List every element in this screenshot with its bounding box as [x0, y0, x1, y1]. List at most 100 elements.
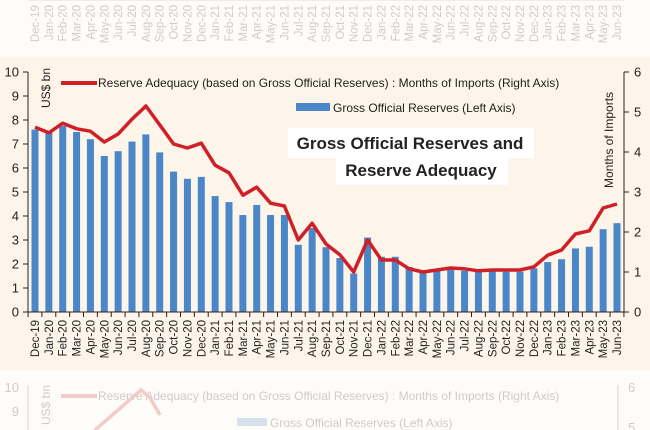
- bar-Apr-22: [419, 271, 427, 312]
- chart-title-line-1: Gross Official Reserves and: [297, 134, 524, 153]
- bar-Jun-22: [447, 268, 455, 312]
- x-label-Feb-21: Feb-21: [224, 320, 236, 356]
- x-label-Aug-20: Aug-20: [141, 320, 153, 357]
- faded-x-label-Apr-22: Apr-22: [418, 5, 430, 40]
- left-tick-label-1: 1: [12, 281, 19, 296]
- x-label-Apr-20: Apr-20: [85, 320, 97, 355]
- faded-x-label-Apr-20: Apr-20: [85, 5, 97, 40]
- bar-Dec-21: [364, 237, 372, 312]
- left-tick-label-6: 6: [12, 161, 19, 176]
- right-axis-label: Months of Imports: [602, 92, 616, 188]
- bar-May-22: [433, 270, 441, 312]
- x-label-Mar-22: Mar-22: [404, 320, 416, 356]
- bar-Jan-21: [211, 196, 219, 312]
- x-label-Mar-23: Mar-23: [570, 320, 582, 356]
- faded-x-label-Oct-20: Oct-20: [169, 5, 181, 40]
- faded-x-label-Apr-21: Apr-21: [252, 5, 264, 40]
- faded-x-label-Nov-20: Nov-20: [182, 5, 194, 42]
- bar-Nov-22: [516, 271, 524, 312]
- faded-bottom-repeat: Reserve Adequacy (based on Gross Officia…: [5, 380, 635, 430]
- faded-x-label-Mar-23: Mar-23: [570, 5, 582, 41]
- chart-title-line-2: Reserve Adequacy: [345, 161, 497, 180]
- x-label-Jun-20: Jun-20: [113, 320, 125, 355]
- x-label-Aug-22: Aug-22: [473, 320, 485, 357]
- bar-May-20: [100, 156, 108, 312]
- bar-Jan-23: [544, 262, 552, 312]
- bar-Aug-21: [308, 228, 316, 312]
- left-tick-label-0: 0: [12, 305, 19, 320]
- bar-Apr-21: [253, 204, 261, 312]
- x-label-Jan-23: Jan-23: [543, 320, 555, 355]
- bar-Jun-23: [613, 223, 621, 312]
- x-label-Sep-22: Sep-22: [487, 320, 499, 357]
- faded-x-label-Jul-20: Jul-20: [127, 5, 139, 36]
- faded-x-label-Sep-21: Sep-21: [321, 5, 333, 42]
- x-label-Oct-20: Oct-20: [169, 320, 181, 355]
- faded-x-label-Sep-20: Sep-20: [155, 5, 167, 42]
- bar-Aug-20: [142, 134, 150, 312]
- faded-x-label-Aug-22: Aug-22: [473, 5, 485, 42]
- faded-x-label-Dec-20: Dec-20: [196, 5, 208, 42]
- x-label-May-23: May-23: [598, 320, 610, 358]
- right-tick-label-0: 0: [634, 305, 641, 320]
- faded-legend-bar-label: Gross Official Reserves (Left Axis): [270, 416, 453, 430]
- bar-Mar-22: [405, 266, 413, 312]
- faded-x-label-Dec-21: Dec-21: [363, 5, 375, 42]
- faded-x-label-Apr-23: Apr-23: [584, 5, 596, 40]
- x-label-May-21: May-21: [266, 320, 278, 358]
- x-label-Apr-22: Apr-22: [418, 320, 430, 355]
- faded-x-label-Aug-20: Aug-20: [141, 5, 153, 42]
- x-label-May-20: May-20: [99, 320, 111, 358]
- bar-Sep-21: [322, 247, 330, 312]
- x-label-Jul-20: Jul-20: [127, 320, 139, 351]
- right-tick-label-2: 2: [634, 225, 641, 240]
- x-label-Jan-22: Jan-22: [376, 320, 388, 355]
- x-label-Apr-21: Apr-21: [252, 320, 264, 355]
- faded-x-label-Jan-21: Jan-21: [210, 5, 222, 40]
- left-axis-label: US$ bn: [39, 68, 53, 108]
- faded-x-label-Jul-22: Jul-22: [460, 5, 472, 36]
- faded-x-label-Feb-21: Feb-21: [224, 5, 236, 41]
- faded-x-label-Aug-21: Aug-21: [307, 5, 319, 42]
- left-tick-label-9: 9: [12, 89, 19, 104]
- faded-x-label-Dec-22: Dec-22: [529, 5, 541, 42]
- bar-Dec-20: [197, 176, 205, 312]
- x-label-Oct-21: Oct-21: [335, 320, 347, 355]
- bar-Jan-20: [45, 132, 53, 312]
- faded-x-label-May-23: May-23: [598, 5, 610, 43]
- faded-left-tick-label-9: 9: [12, 404, 19, 419]
- faded-x-label-Oct-22: Oct-22: [501, 5, 513, 40]
- bar-Oct-20: [170, 171, 178, 312]
- faded-legend-line-label: Reserve Adequacy (based on Gross Officia…: [98, 389, 559, 403]
- bar-Apr-20: [86, 139, 94, 312]
- bar-Aug-22: [474, 271, 482, 312]
- left-tick-label-10: 10: [5, 65, 19, 80]
- faded-right-tick-label-6: 6: [628, 380, 635, 395]
- faded-x-label-Oct-21: Oct-21: [335, 5, 347, 40]
- x-label-Nov-22: Nov-22: [515, 320, 527, 357]
- faded-x-label-Mar-21: Mar-21: [238, 5, 250, 41]
- bar-Dec-22: [530, 268, 538, 312]
- x-label-Jun-23: Jun-23: [612, 320, 624, 355]
- faded-x-label-Nov-21: Nov-21: [349, 5, 361, 42]
- x-label-Aug-21: Aug-21: [307, 320, 319, 357]
- faded-legend-bar-swatch: [237, 418, 267, 426]
- left-tick-label-2: 2: [12, 257, 19, 272]
- legend: Reserve Adequacy (based on Gross Officia…: [61, 76, 559, 115]
- axes: 0 1 2 3 4 5 6 7 8 9 10 0 1 2 3 4 5 6: [5, 65, 642, 320]
- left-tick-label-5: 5: [12, 185, 19, 200]
- faded-x-label-Feb-20: Feb-20: [58, 5, 70, 41]
- bar-May-21: [267, 215, 275, 312]
- legend-line-label: Reserve Adequacy (based on Gross Officia…: [98, 76, 559, 90]
- faded-x-label-Jun-20: Jun-20: [113, 5, 125, 40]
- x-axis-labels: Dec-19 Jan-20 Feb-20 Mar-20 Apr-20 May-20 Jun-…: [30, 320, 624, 358]
- faded-x-label-Jun-22: Jun-22: [446, 5, 458, 40]
- faded-x-label-Sep-22: Sep-22: [487, 5, 499, 42]
- faded-left-axis-label: US$ bn: [39, 385, 53, 425]
- faded-x-label-May-20: May-20: [99, 5, 111, 43]
- right-tick-label-1: 1: [634, 265, 641, 280]
- faded-bottom-strip: [0, 370, 650, 430]
- faded-right-tick-label-5: 5: [628, 420, 635, 430]
- bar-Nov-21: [350, 273, 358, 312]
